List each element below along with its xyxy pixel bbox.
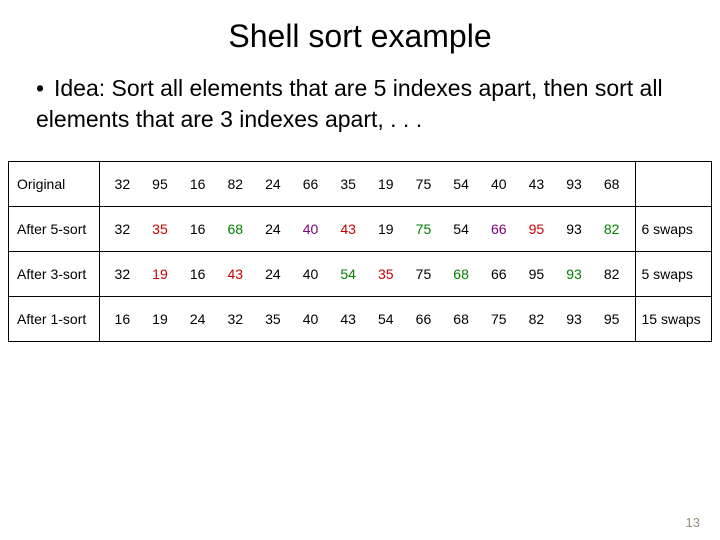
value-cell: 43 [518,176,556,192]
value-cell: 68 [442,266,480,282]
value-cell: 43 [329,311,367,327]
value-cell: 82 [216,176,254,192]
value-cell: 75 [480,311,518,327]
value-cell: 54 [329,266,367,282]
value-cell: 66 [292,176,330,192]
row-swaps: 15 swaps [635,297,711,342]
row-label: After 1-sort [9,297,99,342]
value-cell: 40 [480,176,518,192]
value-cell: 43 [329,221,367,237]
value-cell: 40 [292,266,330,282]
row-swaps [635,162,711,207]
value-cell: 93 [555,311,593,327]
row-label: After 3-sort [9,252,99,297]
value-cell: 75 [405,176,443,192]
value-cell: 16 [179,221,217,237]
value-cell: 54 [442,176,480,192]
value-cell: 24 [179,311,217,327]
row-values: 3295168224663519755440439368 [99,162,635,207]
value-cell: 68 [442,311,480,327]
value-cell: 19 [141,266,179,282]
value-cell: 19 [367,176,405,192]
value-cell: 32 [104,176,142,192]
table-row: After 3-sort3219164324405435756866959382… [9,252,711,297]
value-cell: 82 [518,311,556,327]
value-cell: 54 [367,311,405,327]
row-label: After 5-sort [9,207,99,252]
row-values: 3219164324405435756866959382 [99,252,635,297]
bullet-idea: •Idea: Sort all elements that are 5 inde… [0,73,720,135]
value-cell: 68 [216,221,254,237]
value-cell: 68 [593,176,631,192]
value-cell: 66 [480,266,518,282]
row-values: 3235166824404319755466959382 [99,207,635,252]
value-cell: 43 [216,266,254,282]
value-cell: 95 [593,311,631,327]
value-cell: 16 [179,176,217,192]
value-cell: 24 [254,221,292,237]
value-cell: 32 [104,221,142,237]
value-cell: 35 [141,221,179,237]
value-cell: 66 [405,311,443,327]
value-cell: 93 [555,221,593,237]
value-cell: 19 [141,311,179,327]
bullet-dot: • [36,73,54,104]
value-cell: 66 [480,221,518,237]
value-cell: 24 [254,176,292,192]
page-number: 13 [686,515,700,530]
value-cell: 32 [216,311,254,327]
value-cell: 95 [518,266,556,282]
row-swaps: 6 swaps [635,207,711,252]
row-swaps: 5 swaps [635,252,711,297]
value-cell: 95 [518,221,556,237]
value-cell: 93 [555,176,593,192]
value-cell: 75 [405,266,443,282]
value-cell: 16 [104,311,142,327]
value-cell: 35 [367,266,405,282]
slide-title: Shell sort example [0,0,720,73]
row-label: Original [9,162,99,207]
value-cell: 40 [292,311,330,327]
row-values: 1619243235404354666875829395 [99,297,635,342]
value-cell: 95 [141,176,179,192]
value-cell: 54 [442,221,480,237]
value-cell: 75 [405,221,443,237]
value-cell: 40 [292,221,330,237]
value-cell: 93 [555,266,593,282]
value-cell: 19 [367,221,405,237]
bullet-text: Idea: Sort all elements that are 5 index… [36,75,663,132]
table-row: Original3295168224663519755440439368 [9,162,711,207]
value-cell: 35 [254,311,292,327]
value-cell: 32 [104,266,142,282]
value-cell: 35 [329,176,367,192]
value-cell: 82 [593,266,631,282]
table-row: After 1-sort1619243235404354666875829395… [9,297,711,342]
shellsort-table: Original3295168224663519755440439368Afte… [8,161,712,342]
value-cell: 82 [593,221,631,237]
value-cell: 24 [254,266,292,282]
table-row: After 5-sort3235166824404319755466959382… [9,207,711,252]
value-cell: 16 [179,266,217,282]
